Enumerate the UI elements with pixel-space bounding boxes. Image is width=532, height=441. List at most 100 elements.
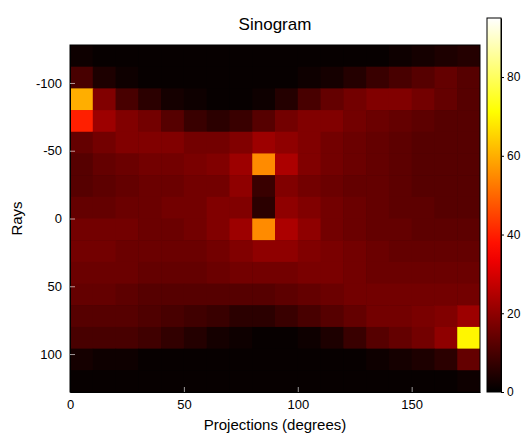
cell xyxy=(93,370,116,392)
cell xyxy=(321,67,344,89)
y-axis: -100-50050100 xyxy=(36,46,75,393)
cell xyxy=(298,45,321,67)
tick: 50 xyxy=(48,279,75,294)
cell xyxy=(389,284,412,306)
cell xyxy=(434,349,457,371)
cell xyxy=(412,45,435,67)
cell xyxy=(161,370,184,392)
cell xyxy=(70,349,93,371)
cell xyxy=(275,370,298,392)
cell xyxy=(138,175,161,197)
cell xyxy=(389,175,412,197)
cell xyxy=(93,67,116,89)
cell xyxy=(161,110,184,132)
cell xyxy=(93,219,116,241)
cell xyxy=(321,240,344,262)
cell xyxy=(93,305,116,327)
cell xyxy=(229,327,252,349)
cell xyxy=(184,240,207,262)
cell xyxy=(434,153,457,175)
cell xyxy=(207,370,230,392)
tick-mark xyxy=(501,313,504,314)
title: Sinogram xyxy=(239,15,312,34)
cell xyxy=(93,45,116,67)
cell xyxy=(275,284,298,306)
cell xyxy=(229,45,252,67)
cell xyxy=(70,67,93,89)
cell xyxy=(252,219,275,241)
cell xyxy=(93,175,116,197)
cell xyxy=(229,153,252,175)
cell xyxy=(207,262,230,284)
cell xyxy=(229,67,252,89)
cell xyxy=(70,132,93,154)
cell xyxy=(184,370,207,392)
tick-mark xyxy=(501,235,504,236)
cell xyxy=(207,219,230,241)
cell xyxy=(343,132,366,154)
cell xyxy=(275,110,298,132)
cell xyxy=(70,175,93,197)
cell xyxy=(93,153,116,175)
cell xyxy=(252,45,275,67)
tick: 50 xyxy=(177,387,191,412)
cell xyxy=(434,88,457,110)
cell xyxy=(366,153,389,175)
cell xyxy=(207,175,230,197)
cell xyxy=(343,370,366,392)
cell xyxy=(321,88,344,110)
cell xyxy=(229,349,252,371)
cell xyxy=(412,67,435,89)
cell xyxy=(434,327,457,349)
cell xyxy=(184,153,207,175)
cell xyxy=(70,197,93,219)
cell xyxy=(184,110,207,132)
cell xyxy=(161,45,184,67)
tick-label: 40 xyxy=(507,228,521,242)
tick-label: -50 xyxy=(43,143,62,158)
cell xyxy=(434,110,457,132)
cell xyxy=(412,132,435,154)
cell xyxy=(93,327,116,349)
cell xyxy=(207,349,230,371)
cell xyxy=(252,349,275,371)
cell xyxy=(366,67,389,89)
cell xyxy=(161,262,184,284)
cell xyxy=(252,262,275,284)
axis-line xyxy=(501,19,502,393)
tick-mark xyxy=(412,387,413,392)
tick-label: 50 xyxy=(48,279,62,294)
cell xyxy=(366,110,389,132)
cell xyxy=(321,262,344,284)
plot-frame xyxy=(70,45,480,392)
cell xyxy=(321,110,344,132)
cell xyxy=(138,349,161,371)
cell xyxy=(161,175,184,197)
cell xyxy=(116,175,139,197)
cell xyxy=(321,45,344,67)
cell xyxy=(434,284,457,306)
cell xyxy=(275,262,298,284)
cell xyxy=(389,327,412,349)
cell xyxy=(252,67,275,89)
cell xyxy=(343,197,366,219)
cell xyxy=(161,219,184,241)
cell xyxy=(457,175,480,197)
cell xyxy=(366,240,389,262)
cell xyxy=(229,110,252,132)
cell xyxy=(229,240,252,262)
cell xyxy=(116,132,139,154)
cell xyxy=(457,45,480,67)
x-axis-title: Projections (degrees) xyxy=(204,416,347,433)
cell xyxy=(298,197,321,219)
cell xyxy=(457,132,480,154)
cell xyxy=(252,132,275,154)
cell xyxy=(457,305,480,327)
tick-mark xyxy=(70,151,75,152)
cell xyxy=(116,45,139,67)
cell xyxy=(298,110,321,132)
cell xyxy=(207,110,230,132)
cell xyxy=(184,132,207,154)
tick: 0 xyxy=(501,385,514,399)
cell xyxy=(70,88,93,110)
